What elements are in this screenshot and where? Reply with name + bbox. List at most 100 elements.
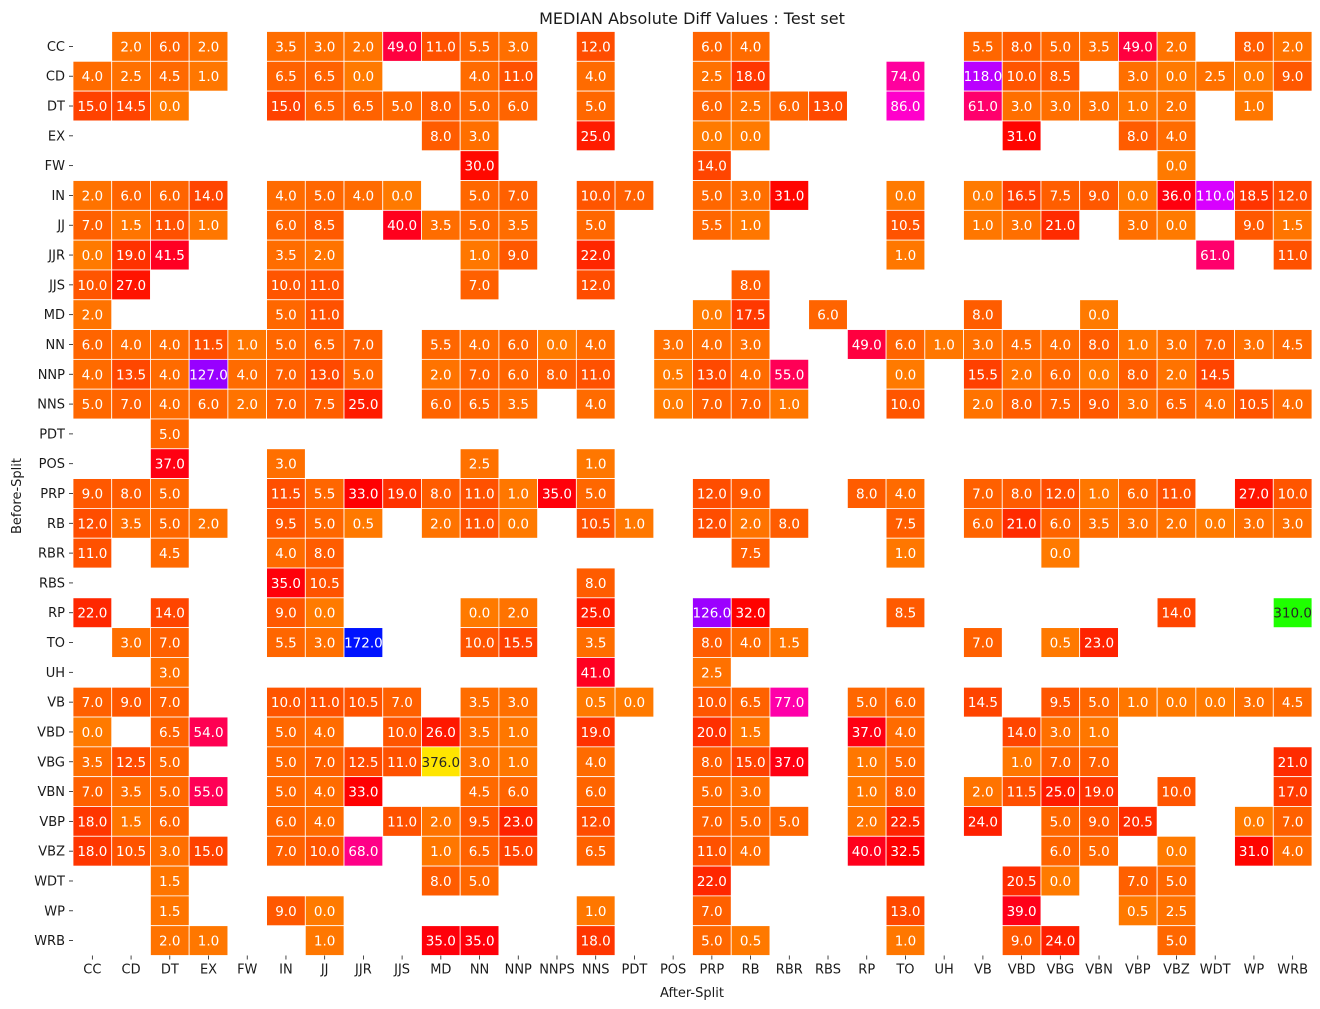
cell-label-IN-JJR: 4.0 bbox=[353, 188, 374, 204]
cell-label-EX-RB: 0.0 bbox=[740, 129, 761, 145]
cell-JJS-NN bbox=[459, 269, 500, 301]
cell-label-NNS-CC: 5.0 bbox=[82, 397, 103, 413]
cell-label-JJR-JJ: 2.0 bbox=[314, 248, 335, 264]
cell-label-WRB-VBG: 24.0 bbox=[1045, 934, 1075, 950]
cell-label-DT-DT: 0.0 bbox=[159, 99, 180, 115]
cell-label-EX-PRP: 0.0 bbox=[701, 129, 722, 145]
cell-WRB-RB bbox=[730, 925, 771, 956]
cell-VBG-VBD bbox=[1001, 746, 1042, 778]
cell-label-VBN-VBN: 19.0 bbox=[1084, 785, 1114, 801]
cell-CD-CD bbox=[111, 60, 151, 92]
cell-label-VBN-VBZ: 10.0 bbox=[1161, 785, 1191, 801]
cell-label-VBD-DT: 6.5 bbox=[159, 725, 180, 741]
x-axis: CC CD DT EX FW IN JJ JJR JJS MD NN NNP NNPS NNS PDT POS… bbox=[83, 955, 1308, 978]
cell-label-VB-DT: 7.0 bbox=[159, 695, 180, 711]
cell-label-PRP-CD: 8.0 bbox=[120, 487, 141, 503]
cell-label-VB-RBR: 77.0 bbox=[774, 695, 804, 711]
cell-label-NNP-NN: 7.0 bbox=[469, 367, 490, 383]
cell-CD-EX bbox=[188, 60, 229, 92]
cell-label-VBG-NNP: 1.0 bbox=[508, 755, 529, 771]
cell-PRP-CD bbox=[111, 478, 151, 509]
cell-label-NN-NN: 4.0 bbox=[469, 337, 490, 353]
cell-label-VB-VBZ: 0.0 bbox=[1166, 695, 1187, 711]
cell-label-IN-VB: 0.0 bbox=[972, 188, 993, 204]
cell-VBZ-DT bbox=[150, 835, 190, 867]
cell-VB-RBR bbox=[769, 686, 810, 718]
cell-VBZ-JJR bbox=[343, 835, 384, 867]
cell-label-RP-VBZ: 14.0 bbox=[1161, 606, 1191, 622]
cell-IN-VBP bbox=[1118, 180, 1158, 211]
cell-NNS-JJR bbox=[343, 388, 384, 420]
cell-label-EX-VBZ: 4.0 bbox=[1166, 129, 1187, 145]
cell-label-NNS-NNP: 3.5 bbox=[508, 397, 529, 413]
cell-label-RB-PDT: 1.0 bbox=[624, 516, 645, 532]
cell-label-NNS-JJ: 7.5 bbox=[314, 397, 335, 413]
cell-VBZ-RP bbox=[846, 835, 887, 867]
x-tick-label-JJS: JJS bbox=[393, 963, 410, 978]
cell-VBN-RB bbox=[730, 776, 771, 807]
cell-NNS-POS bbox=[653, 388, 693, 420]
cell-JJR-DT bbox=[150, 239, 190, 271]
cell-label-PRP-VBD: 8.0 bbox=[1011, 487, 1032, 503]
cell-label-VBG-DT: 5.0 bbox=[159, 755, 180, 771]
cell-RP-TO bbox=[885, 597, 926, 629]
cell-CD-WDT bbox=[1195, 60, 1235, 92]
cell-label-CC-JJR: 2.0 bbox=[353, 39, 374, 55]
cell-POS-IN bbox=[266, 448, 306, 479]
cell-label-NNP-VBD: 2.0 bbox=[1011, 367, 1032, 383]
cell-NN-JJR bbox=[343, 329, 384, 360]
cell-label-NNS-IN: 7.0 bbox=[275, 397, 296, 413]
cell-label-RBR-IN: 4.0 bbox=[275, 546, 296, 562]
cell-DT-CC bbox=[72, 90, 113, 122]
cell-label-VBN-WRB: 17.0 bbox=[1278, 785, 1308, 801]
cell-label-VB-VB: 14.5 bbox=[968, 695, 998, 711]
cell-JJ-WP bbox=[1234, 209, 1274, 241]
cell-label-CC-JJS: 49.0 bbox=[387, 39, 417, 55]
cell-label-DT-IN: 15.0 bbox=[271, 99, 301, 115]
cell-label-VBG-IN: 5.0 bbox=[275, 755, 296, 771]
x-axis-label: After-Split bbox=[660, 986, 724, 1001]
cell-JJ-CC bbox=[72, 209, 113, 241]
cell-PRP-VBD bbox=[1001, 478, 1042, 509]
x-tick-label-DT: DT bbox=[161, 963, 179, 978]
cell-IN-JJR bbox=[343, 180, 384, 211]
cell-label-NN-JJ: 6.5 bbox=[314, 337, 335, 353]
cell-label-RBS-IN: 35.0 bbox=[271, 576, 301, 592]
cell-label-VBN-NNP: 6.0 bbox=[508, 785, 529, 801]
cell-label-PRP-VB: 7.0 bbox=[972, 487, 993, 503]
cell-label-RBR-CC: 11.0 bbox=[77, 546, 107, 562]
cell-label-JJR-TO: 1.0 bbox=[895, 248, 916, 264]
cell-TO-JJR bbox=[343, 627, 384, 658]
cell-label-NNS-JJR: 25.0 bbox=[348, 397, 378, 413]
cell-RBR-RB bbox=[730, 537, 771, 569]
cell-VB-JJR bbox=[343, 686, 384, 718]
cell-VBG-RBR bbox=[769, 746, 810, 778]
cell-PRP-NNPS bbox=[537, 478, 577, 509]
cell-label-EX-VBD: 31.0 bbox=[1007, 129, 1037, 145]
cell-label-VB-CC: 7.0 bbox=[82, 695, 103, 711]
cell-DT-DT bbox=[150, 90, 190, 122]
cell-label-POS-IN: 3.0 bbox=[275, 457, 296, 473]
cell-DT-JJR bbox=[343, 90, 384, 122]
cell-label-MD-VB: 8.0 bbox=[972, 308, 993, 324]
cell-label-MD-CC: 2.0 bbox=[82, 308, 103, 324]
cell-PRP-NNS bbox=[575, 478, 616, 509]
cell-IN-VBZ bbox=[1156, 180, 1197, 211]
cell-NN-JJ bbox=[304, 329, 345, 360]
cell-VBN-TO bbox=[885, 776, 926, 807]
cell-VBN-PRP bbox=[692, 776, 732, 807]
cell-label-VBN-CD: 3.5 bbox=[120, 785, 141, 801]
x-tick-label-TO: TO bbox=[895, 963, 914, 978]
cell-label-NNP-VBG: 6.0 bbox=[1050, 367, 1071, 383]
cell-VBD-VBG bbox=[1040, 716, 1081, 748]
cell-label-IN-CD: 6.0 bbox=[120, 188, 141, 204]
cell-label-EX-NNS: 25.0 bbox=[581, 129, 611, 145]
cell-NNP-PRP bbox=[692, 358, 732, 390]
cell-label-CD-NNS: 4.0 bbox=[585, 69, 606, 85]
cell-label-WDT-VBD: 20.5 bbox=[1007, 874, 1037, 890]
cell-label-CD-VBD: 10.0 bbox=[1007, 69, 1037, 85]
cell-label-IN-IN: 4.0 bbox=[275, 188, 296, 204]
cell-label-MD-JJ: 11.0 bbox=[310, 308, 340, 324]
cell-NN-CC bbox=[72, 329, 113, 360]
cell-label-VBZ-CC: 18.0 bbox=[77, 844, 107, 860]
